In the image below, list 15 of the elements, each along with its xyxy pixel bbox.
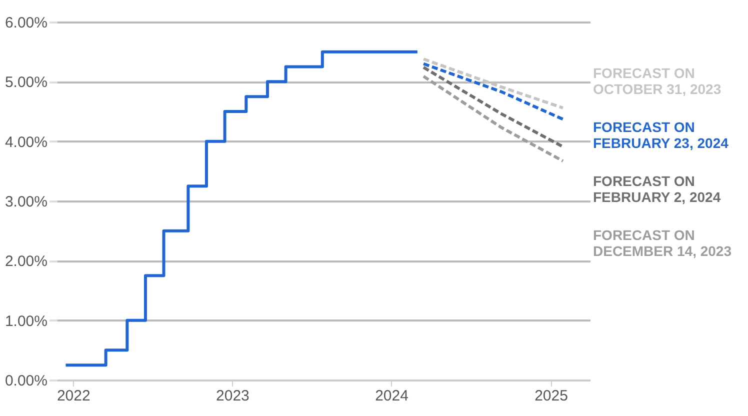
y-tick-label: 6.00% <box>4 14 48 32</box>
y-tick-label: 3.00% <box>4 194 48 210</box>
y-tick-label: 4.00% <box>4 134 48 151</box>
text: FORECAST ON OCTOBER 31, 2023 <box>593 65 722 97</box>
y-tick-label: 1.00% <box>4 312 48 330</box>
text: FORECAST ON FEBRUARY 23, 2024 <box>593 119 729 151</box>
y-tick-label: 5.00% <box>4 74 48 92</box>
text: FORECAST ON FEBRUARY 2, 2024 <box>593 173 721 205</box>
x-tick-label: 2022 <box>56 388 90 404</box>
y-tick-label: 0.00% <box>4 372 48 390</box>
x-tick-label: 2025 <box>534 388 568 404</box>
x-tick-label: 2024 <box>375 388 408 404</box>
text: FORECAST ON DECEMBER 14, 2023 <box>593 227 732 259</box>
x-tick-label: 2023 <box>216 388 250 404</box>
y-tick-label: 2.00% <box>4 253 48 270</box>
